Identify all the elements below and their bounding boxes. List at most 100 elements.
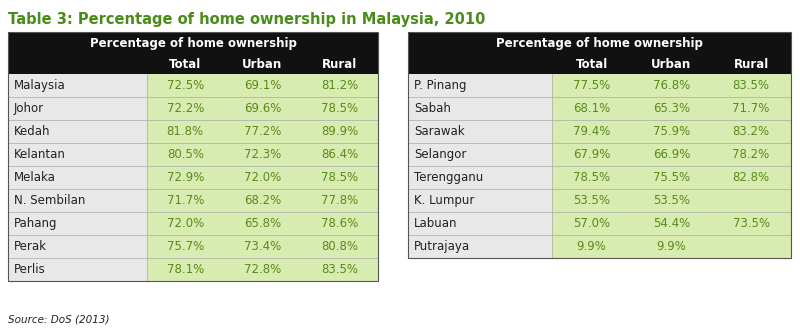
Text: 72.5%: 72.5% <box>166 79 204 92</box>
Text: 78.5%: 78.5% <box>321 171 358 184</box>
Text: 75.5%: 75.5% <box>653 171 690 184</box>
Bar <box>146 189 378 212</box>
Text: 72.2%: 72.2% <box>166 102 204 115</box>
Text: 54.4%: 54.4% <box>653 217 690 230</box>
Text: 53.5%: 53.5% <box>573 194 610 207</box>
Bar <box>408 74 552 97</box>
Text: Perak: Perak <box>14 240 47 253</box>
Text: 89.9%: 89.9% <box>321 125 358 138</box>
Text: 78.5%: 78.5% <box>573 171 610 184</box>
Bar <box>146 143 378 166</box>
Bar <box>8 189 146 212</box>
Bar <box>146 120 378 143</box>
Bar <box>146 258 378 281</box>
Text: N. Sembilan: N. Sembilan <box>14 194 86 207</box>
Bar <box>8 212 146 235</box>
Text: 53.5%: 53.5% <box>653 194 690 207</box>
Text: Total: Total <box>169 57 202 70</box>
Bar <box>8 97 146 120</box>
Text: P. Pinang: P. Pinang <box>414 79 466 92</box>
Bar <box>146 74 378 97</box>
Text: 78.6%: 78.6% <box>321 217 358 230</box>
Text: 72.3%: 72.3% <box>244 148 281 161</box>
Text: Johor: Johor <box>14 102 44 115</box>
Text: 73.4%: 73.4% <box>244 240 281 253</box>
Text: 81.8%: 81.8% <box>166 125 204 138</box>
Text: Rural: Rural <box>734 57 769 70</box>
Text: 67.9%: 67.9% <box>573 148 610 161</box>
Text: Percentage of home ownership: Percentage of home ownership <box>90 37 297 49</box>
Bar <box>8 143 146 166</box>
Text: 76.8%: 76.8% <box>653 79 690 92</box>
Text: 83.5%: 83.5% <box>321 263 358 276</box>
Text: 78.5%: 78.5% <box>321 102 358 115</box>
Bar <box>408 32 791 258</box>
Text: 75.7%: 75.7% <box>166 240 204 253</box>
Text: Kedah: Kedah <box>14 125 50 138</box>
Text: Malaysia: Malaysia <box>14 79 66 92</box>
Text: 68.1%: 68.1% <box>573 102 610 115</box>
Text: 72.8%: 72.8% <box>244 263 281 276</box>
Text: 77.2%: 77.2% <box>244 125 281 138</box>
Text: 83.5%: 83.5% <box>733 79 770 92</box>
Text: Percentage of home ownership: Percentage of home ownership <box>496 37 703 49</box>
Text: Putrajaya: Putrajaya <box>414 240 470 253</box>
Text: 73.5%: 73.5% <box>733 217 770 230</box>
Bar <box>146 212 378 235</box>
Bar <box>408 235 552 258</box>
Text: Urban: Urban <box>242 57 282 70</box>
Text: Rural: Rural <box>322 57 357 70</box>
Text: 72.0%: 72.0% <box>244 171 281 184</box>
Text: Perlis: Perlis <box>14 263 46 276</box>
Bar <box>146 97 378 120</box>
Text: 86.4%: 86.4% <box>321 148 358 161</box>
Bar <box>552 97 791 120</box>
Bar <box>408 166 552 189</box>
Bar <box>8 32 378 281</box>
Text: 71.7%: 71.7% <box>733 102 770 115</box>
Bar <box>408 189 552 212</box>
Bar <box>146 235 378 258</box>
Bar <box>408 212 552 235</box>
Text: 77.8%: 77.8% <box>321 194 358 207</box>
Bar <box>408 120 552 143</box>
Text: 82.8%: 82.8% <box>733 171 770 184</box>
Text: 81.2%: 81.2% <box>321 79 358 92</box>
Text: Pahang: Pahang <box>14 217 58 230</box>
Text: 65.3%: 65.3% <box>653 102 690 115</box>
Bar <box>8 166 146 189</box>
Text: 77.5%: 77.5% <box>573 79 610 92</box>
Bar <box>8 74 146 97</box>
Text: 78.2%: 78.2% <box>733 148 770 161</box>
Text: Source: DoS (2013): Source: DoS (2013) <box>8 314 110 324</box>
Text: 79.4%: 79.4% <box>573 125 610 138</box>
Bar <box>8 32 378 54</box>
Text: Table 3: Percentage of home ownership in Malaysia, 2010: Table 3: Percentage of home ownership in… <box>8 12 486 27</box>
Text: 80.5%: 80.5% <box>166 148 204 161</box>
Text: Melaka: Melaka <box>14 171 56 184</box>
Text: 68.2%: 68.2% <box>244 194 281 207</box>
Bar <box>552 120 791 143</box>
Text: 72.9%: 72.9% <box>166 171 204 184</box>
Text: 75.9%: 75.9% <box>653 125 690 138</box>
Text: 71.7%: 71.7% <box>166 194 204 207</box>
Bar <box>552 189 791 212</box>
Text: Labuan: Labuan <box>414 217 458 230</box>
Bar <box>8 120 146 143</box>
Bar <box>552 74 791 97</box>
Text: 69.6%: 69.6% <box>244 102 281 115</box>
Bar <box>146 166 378 189</box>
Text: K. Lumpur: K. Lumpur <box>414 194 474 207</box>
Bar <box>8 235 146 258</box>
Text: 80.8%: 80.8% <box>321 240 358 253</box>
Text: Sarawak: Sarawak <box>414 125 465 138</box>
Text: Kelantan: Kelantan <box>14 148 66 161</box>
Text: 57.0%: 57.0% <box>573 217 610 230</box>
Text: Sabah: Sabah <box>414 102 451 115</box>
Bar <box>552 166 791 189</box>
Text: 78.1%: 78.1% <box>166 263 204 276</box>
Bar <box>408 32 791 54</box>
Bar <box>552 143 791 166</box>
Text: 83.2%: 83.2% <box>733 125 770 138</box>
Bar <box>8 258 146 281</box>
